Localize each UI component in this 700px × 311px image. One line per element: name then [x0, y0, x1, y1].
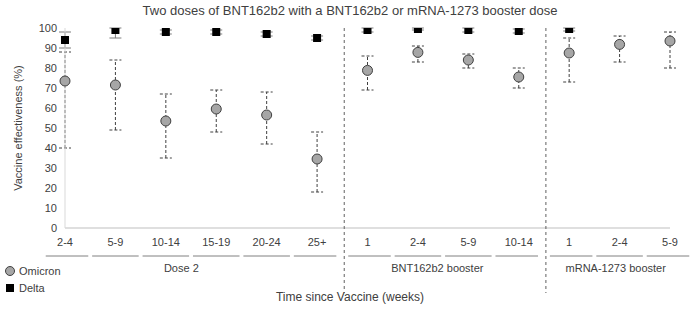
svg-text:2-4: 2-4	[57, 236, 73, 248]
svg-text:Dose 2: Dose 2	[164, 262, 199, 274]
svg-text:2-4: 2-4	[612, 236, 628, 248]
svg-text:5-9: 5-9	[662, 236, 678, 248]
svg-text:25+: 25+	[308, 236, 327, 248]
html-text:Two doses of BNT162b2 with a B: Two doses of BNT162b2 with a BNT162b2 or…	[142, 3, 558, 18]
html-text:Time since Vaccine (weeks): Time since Vaccine (weeks)	[276, 290, 424, 304]
svg-text:Vaccine effectiveness (%): Vaccine effectiveness (%)	[12, 65, 24, 191]
svg-text:60: 60	[45, 102, 57, 114]
svg-text:100: 100	[39, 22, 57, 34]
svg-text:50: 50	[45, 122, 57, 134]
svg-text:40: 40	[45, 142, 57, 154]
svg-text:0: 0	[51, 222, 57, 234]
html-text:Omicron: Omicron	[19, 264, 61, 277]
html-text:Delta: Delta	[19, 281, 45, 294]
svg-text:10-14: 10-14	[152, 236, 180, 248]
svg-text:30: 30	[45, 162, 57, 174]
svg-text:5-9: 5-9	[460, 236, 476, 248]
svg-text:15-19: 15-19	[202, 236, 230, 248]
svg-text:70: 70	[45, 82, 57, 94]
svg-text:BNT162b2 booster: BNT162b2 booster	[391, 262, 484, 274]
svg-text:1: 1	[566, 236, 572, 248]
svg-text:10: 10	[45, 202, 57, 214]
svg-text:80: 80	[45, 62, 57, 74]
svg-text:20: 20	[45, 182, 57, 194]
svg-text:1: 1	[364, 236, 370, 248]
svg-text:2-4: 2-4	[410, 236, 426, 248]
svg-text:10-14: 10-14	[505, 236, 533, 248]
svg-text:5-9: 5-9	[107, 236, 123, 248]
svg-text:20-24: 20-24	[253, 236, 281, 248]
svg-text:mRNA-1273 booster: mRNA-1273 booster	[566, 262, 667, 274]
svg-text:90: 90	[45, 42, 57, 54]
